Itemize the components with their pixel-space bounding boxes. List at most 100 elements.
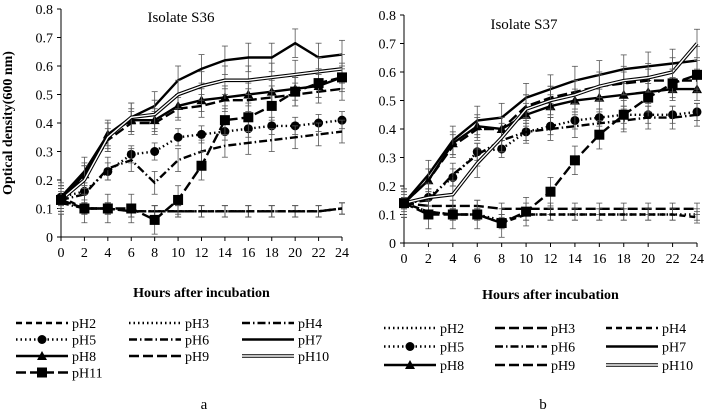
y-tick-label: 0.7 [36, 32, 54, 47]
data-point [173, 194, 184, 205]
y-tick-label: 0.8 [36, 3, 54, 18]
y-tick-label: 0.2 [379, 180, 397, 195]
data-point [337, 72, 347, 83]
y-tick-label: 0.3 [36, 146, 54, 161]
legend-label: pH2 [72, 317, 96, 332]
legend-item-ph11: pH11 [16, 367, 103, 382]
series-ph10 [401, 28, 700, 218]
legend-label: pH7 [298, 334, 322, 349]
chart-title: Isolate S36 [147, 10, 215, 26]
legend-label: pH3 [551, 322, 575, 337]
chart-panel-a: 00.10.20.30.40.50.60.70.80 2 4 6 8 10 12 14 16 18… [1, 3, 349, 301]
legend-item-ph4: pH4 [242, 317, 322, 332]
x-axis-label: Hours after incubation [482, 288, 619, 303]
series-ph11 [56, 62, 347, 235]
legend-label: pH3 [185, 317, 209, 332]
legend-label: pH6 [551, 341, 575, 356]
x-tick-label: 8 [498, 252, 505, 267]
panel-label-a: a [201, 397, 208, 413]
data-point [569, 155, 580, 166]
data-point [643, 92, 654, 103]
legend-label: pH5 [440, 341, 464, 356]
data-point [423, 209, 434, 220]
legend-label: pH8 [440, 359, 464, 374]
data-point [667, 78, 678, 89]
legend-item-ph3: pH3 [129, 317, 209, 332]
legend-label: pH4 [662, 322, 686, 337]
chart-panel-b: 00.10.20.30.40.50.60.70.80 2 4 6 8 10 12 14 16 18… [379, 9, 705, 303]
data-point [447, 209, 458, 220]
series-line [403, 113, 698, 205]
data-point [126, 203, 137, 214]
legend-item-ph4: pH4 [606, 322, 686, 337]
series-line-inner [403, 43, 698, 204]
x-tick-label: 16 [241, 246, 255, 261]
legend-item-ph8: pH8 [16, 350, 96, 365]
series-line-inner [60, 68, 343, 201]
legend-item-ph3: pH3 [495, 322, 575, 337]
x-tick-label: 4 [104, 246, 111, 261]
data-point [545, 186, 556, 197]
legend-panel-b: pH2 pH3 pH4 pH5 pH6 pH7 pH8 pH9 pH10 [384, 322, 693, 374]
legend-marker [37, 367, 47, 378]
y-axis-label: Optical density(600 nm) [1, 51, 16, 195]
data-point [472, 209, 483, 220]
data-point [399, 198, 409, 209]
series-line [59, 67, 343, 202]
y-tick-label: 0.2 [36, 174, 54, 189]
x-tick-label: 20 [641, 252, 655, 267]
legend-marker [405, 342, 415, 351]
data-point [521, 206, 532, 217]
x-tick-label: 2 [81, 246, 88, 261]
y-tick-label: 0.7 [379, 38, 397, 53]
data-point [219, 115, 230, 126]
legend-item-ph8: pH8 [384, 359, 464, 374]
x-tick-label: 24 [690, 252, 704, 267]
x-tick-label: 14 [568, 252, 582, 267]
data-point [102, 203, 113, 214]
x-tick-label: 6 [128, 246, 135, 261]
legend-item-ph9: pH9 [495, 359, 575, 374]
x-tick-label: 20 [288, 246, 302, 261]
chart-title: Isolate S37 [490, 17, 558, 33]
legend-item-ph9: pH9 [129, 350, 209, 365]
legend-marker [405, 360, 415, 369]
series-ph7 [58, 28, 345, 212]
legend-label: pH6 [185, 334, 209, 349]
panel-label-b: b [539, 397, 547, 413]
x-tick-label: 0 [58, 246, 65, 261]
data-point [692, 69, 702, 80]
x-tick-label: 18 [265, 246, 279, 261]
x-tick-label: 16 [592, 252, 606, 267]
x-tick-label: 4 [449, 252, 456, 267]
data-point [618, 109, 629, 120]
legend-label: pH5 [72, 334, 96, 349]
y-tick-label: 0.1 [36, 203, 54, 218]
legend-label: pH9 [551, 359, 575, 374]
data-point [267, 121, 277, 131]
series-line [403, 42, 699, 205]
x-tick-label: 0 [401, 252, 408, 267]
x-tick-label: 10 [519, 252, 533, 267]
x-tick-label: 22 [666, 252, 680, 267]
legend-item-ph7: pH7 [606, 341, 686, 356]
x-tick-label: 10 [171, 246, 185, 261]
legend-item-ph6: pH6 [495, 341, 575, 356]
data-point [196, 160, 207, 171]
x-tick-label: 8 [151, 246, 158, 261]
x-tick-label: 2 [425, 252, 432, 267]
data-point [56, 194, 66, 205]
legend-item-ph7: pH7 [242, 334, 322, 349]
legend-panel-a: pH2 pH3 pH4 pH5 pH6 pH7 pH8 pH9 pH10 pH11 [16, 317, 329, 382]
legend-label: pH9 [185, 350, 209, 365]
data-point [313, 78, 324, 89]
data-point [496, 218, 507, 229]
y-tick-label: 0 [389, 237, 396, 252]
legend-label: pH11 [72, 367, 103, 382]
legend-item-ph2: pH2 [16, 317, 96, 332]
y-tick-label: 0.5 [379, 95, 397, 110]
y-tick-label: 0.1 [379, 209, 397, 224]
legend-item-ph10: pH10 [606, 359, 693, 374]
y-tick-label: 0.6 [379, 66, 397, 81]
